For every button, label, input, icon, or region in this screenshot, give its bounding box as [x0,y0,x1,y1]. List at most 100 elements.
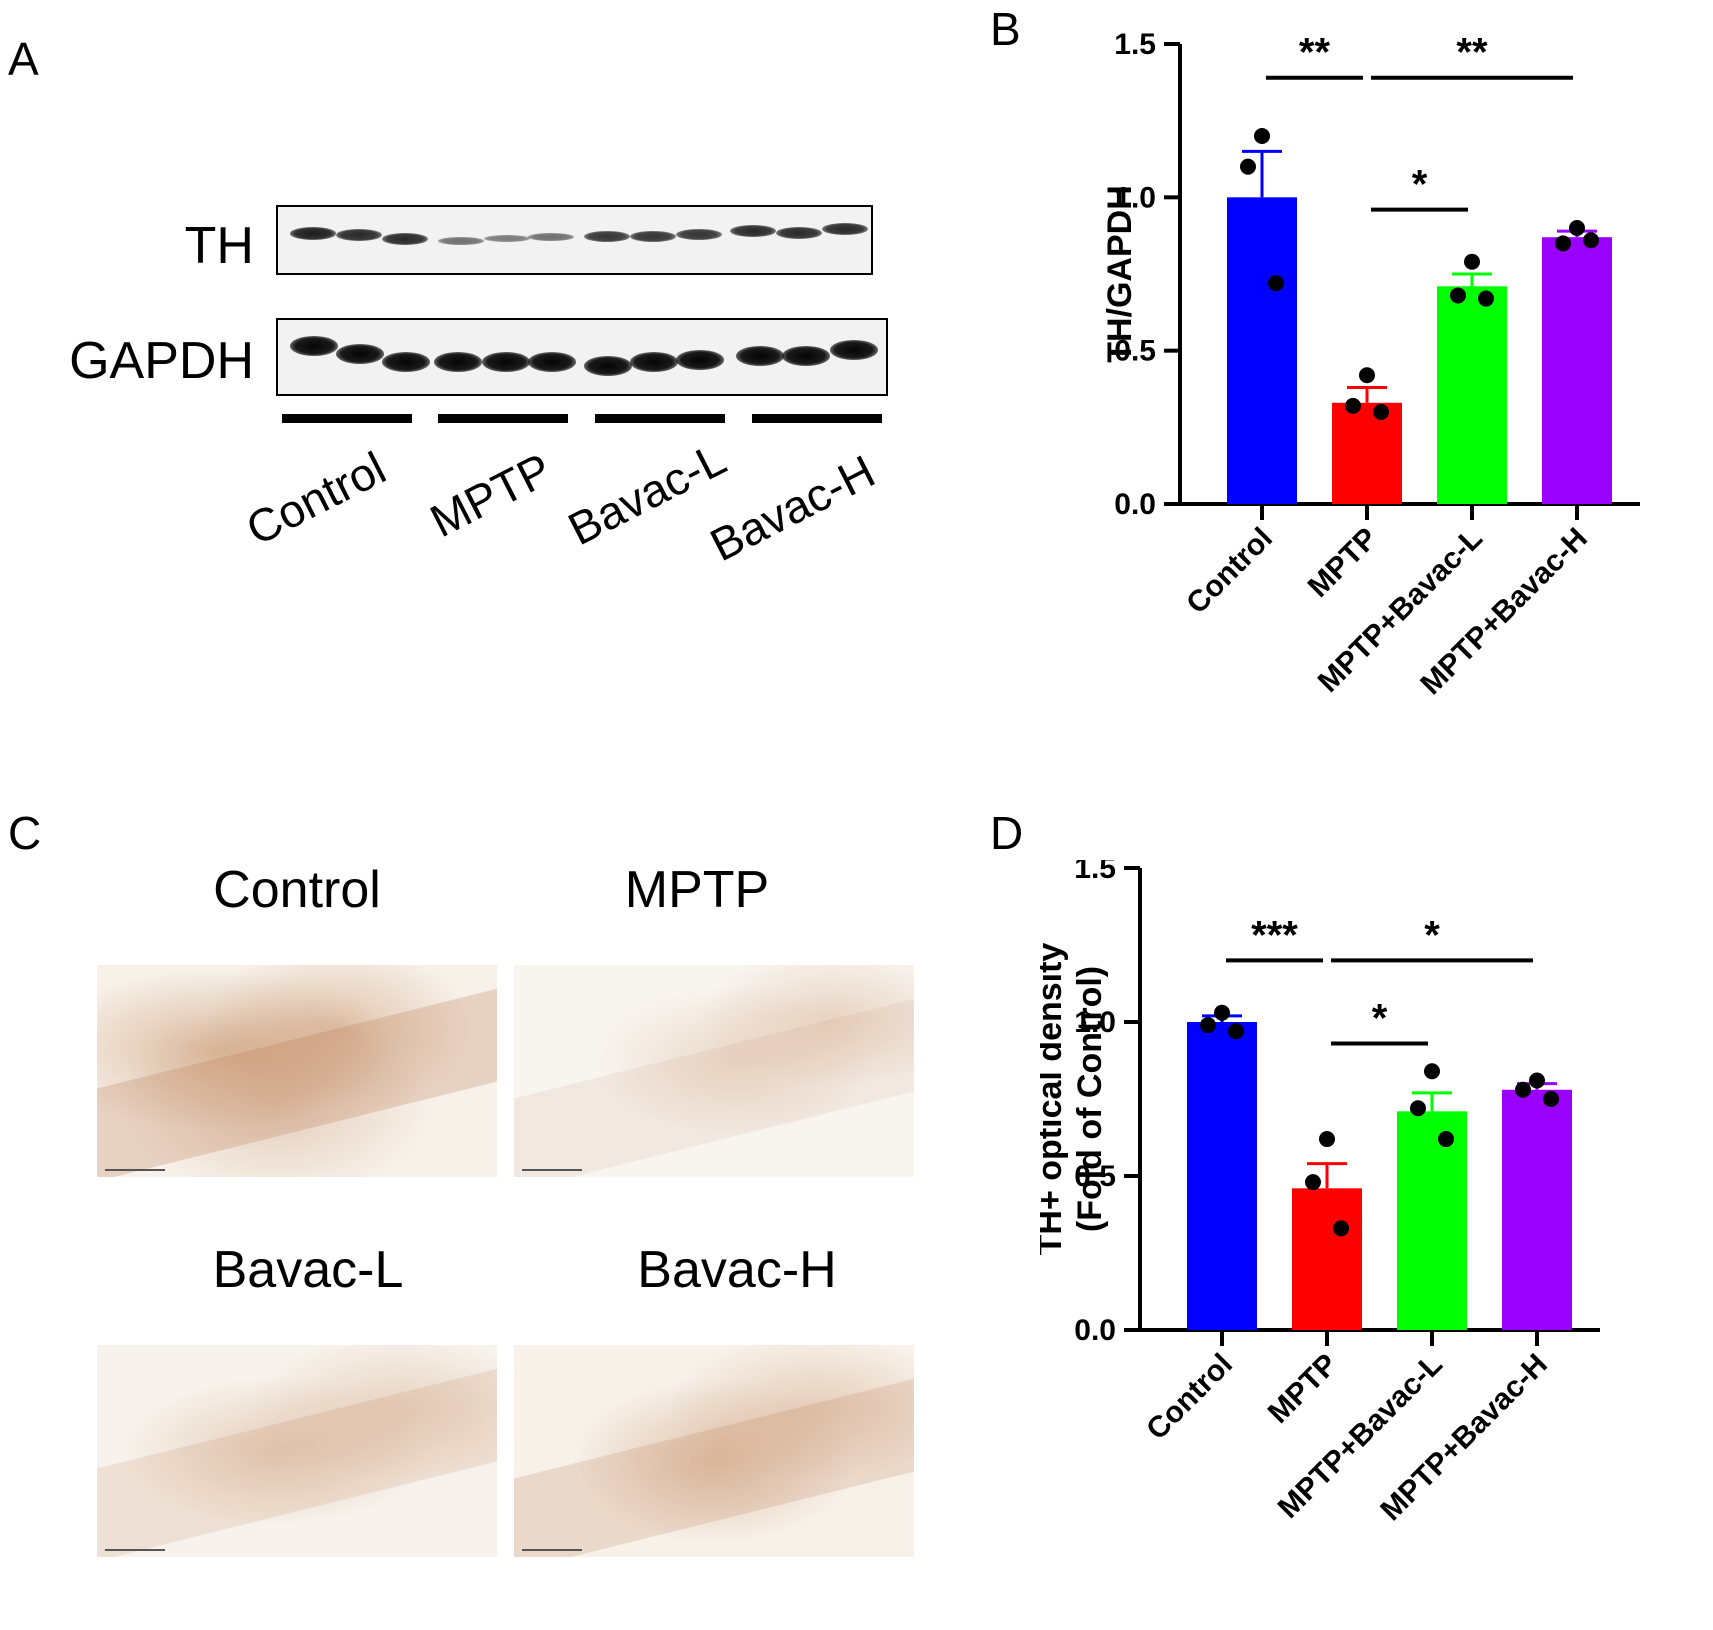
ihc-title-mptp: MPTP [624,861,770,919]
blot-gapdh-membrane [276,318,888,396]
panel-letter-b: B [990,3,1021,55]
th-band [528,233,574,241]
ihc-title-bavac-l: Bavac-L [212,1241,404,1299]
gapdh-band [736,346,784,366]
ihc-image-control [97,965,497,1177]
gapdh-band [528,352,576,372]
y-tick-label: 1.5 [1074,860,1116,885]
group-line-bavac-l [595,414,725,423]
x-tick-label: MPTP [1302,522,1384,604]
data-point [1583,232,1599,249]
panel-letter-d: D [990,807,1024,859]
gapdh-band [830,340,878,360]
th-band [382,233,428,245]
data-point [1515,1081,1531,1098]
gapdh-band [676,350,724,370]
data-point [1410,1100,1426,1117]
gapdh-band [482,352,530,372]
data-point [1333,1220,1349,1237]
significance-label: * [1412,163,1428,207]
th-band [776,227,822,239]
bar [1332,402,1402,504]
th-band [822,223,868,235]
gapdh-band [630,352,678,372]
data-point [1569,220,1585,236]
bar [1227,197,1297,505]
significance-label: * [1424,913,1440,957]
data-point [1359,367,1375,384]
significance-label: ** [1456,31,1488,75]
x-tick-label: Control [1140,1348,1239,1447]
th-band [336,229,382,241]
y-axis-label-line2: (Fold of Control) [1071,966,1109,1232]
group-line-control [282,414,412,423]
significance-label: ** [1299,31,1331,75]
significance-label: *** [1251,913,1298,957]
data-point [1305,1174,1321,1191]
y-axis-label: TH/GAPDH [1101,185,1139,363]
data-point [1529,1072,1545,1089]
data-point [1268,275,1284,292]
data-point [1450,287,1466,304]
blot-group-label-bavac-h: Bavac-H [701,444,883,572]
th-band [438,237,484,245]
data-point [1345,397,1361,414]
gapdh-band [382,352,430,372]
gapdh-band [782,346,830,366]
panel-letter-c: C [8,807,42,859]
data-point [1319,1131,1335,1148]
data-point [1200,1017,1216,1034]
data-point [1214,1004,1230,1021]
gapdh-band [584,356,632,376]
data-point [1424,1063,1440,1080]
data-point [1228,1023,1244,1040]
data-point [1438,1131,1454,1148]
data-point [1240,158,1256,175]
data-point [1478,290,1494,307]
gapdh-band [434,352,482,372]
ihc-image-bavac-h [514,1345,914,1557]
x-tick-label: MPTP [1262,1348,1344,1430]
y-tick-label: 1.5 [1114,28,1156,61]
data-point [1464,253,1480,270]
bar [1187,1022,1257,1330]
blot-th-membrane [276,205,873,275]
th-band [484,235,530,242]
y-tick-label: 0.5 [1114,335,1156,368]
data-point [1373,404,1389,420]
ihc-image-bavac-l [97,1345,497,1557]
th-band [630,231,676,243]
y-tick-label: 1.0 [1074,1006,1116,1039]
bar-chart-th-optical-density: 0.0 0.5 1.0 1.5 TH+ optical density (Fold of … [1040,860,1600,1527]
th-band [676,229,722,241]
gapdh-band [290,336,338,356]
blot-row-label-th: TH [184,217,254,275]
y-tick-label: 1.0 [1114,181,1156,214]
data-point [1543,1091,1559,1107]
th-band [584,231,630,243]
bar [1292,1188,1362,1330]
y-tick-label: 0.5 [1074,1160,1116,1193]
th-band [290,227,336,240]
group-line-bavac-h [752,414,882,423]
th-band [730,225,776,237]
y-tick-label: 0.0 [1114,488,1156,521]
ihc-title-bavac-h: Bavac-H [637,1241,837,1299]
bar [1542,237,1612,504]
data-point [1254,128,1270,144]
ihc-title-control: Control [213,861,381,919]
panel-letter-a: A [8,33,39,85]
bar [1397,1111,1467,1330]
blot-group-label-mptp: MPTP [421,442,560,548]
gapdh-band [336,344,384,364]
ihc-image-mptp [514,965,914,1177]
group-line-mptp [438,414,568,423]
y-tick-label: 0.0 [1074,1314,1116,1347]
bar [1437,286,1507,504]
bar [1502,1089,1572,1330]
x-tick-label: Control [1180,522,1279,621]
significance-label: * [1372,997,1388,1041]
blot-group-label-control: Control [237,441,394,556]
blot-row-label-gapdh: GAPDH [69,332,254,390]
